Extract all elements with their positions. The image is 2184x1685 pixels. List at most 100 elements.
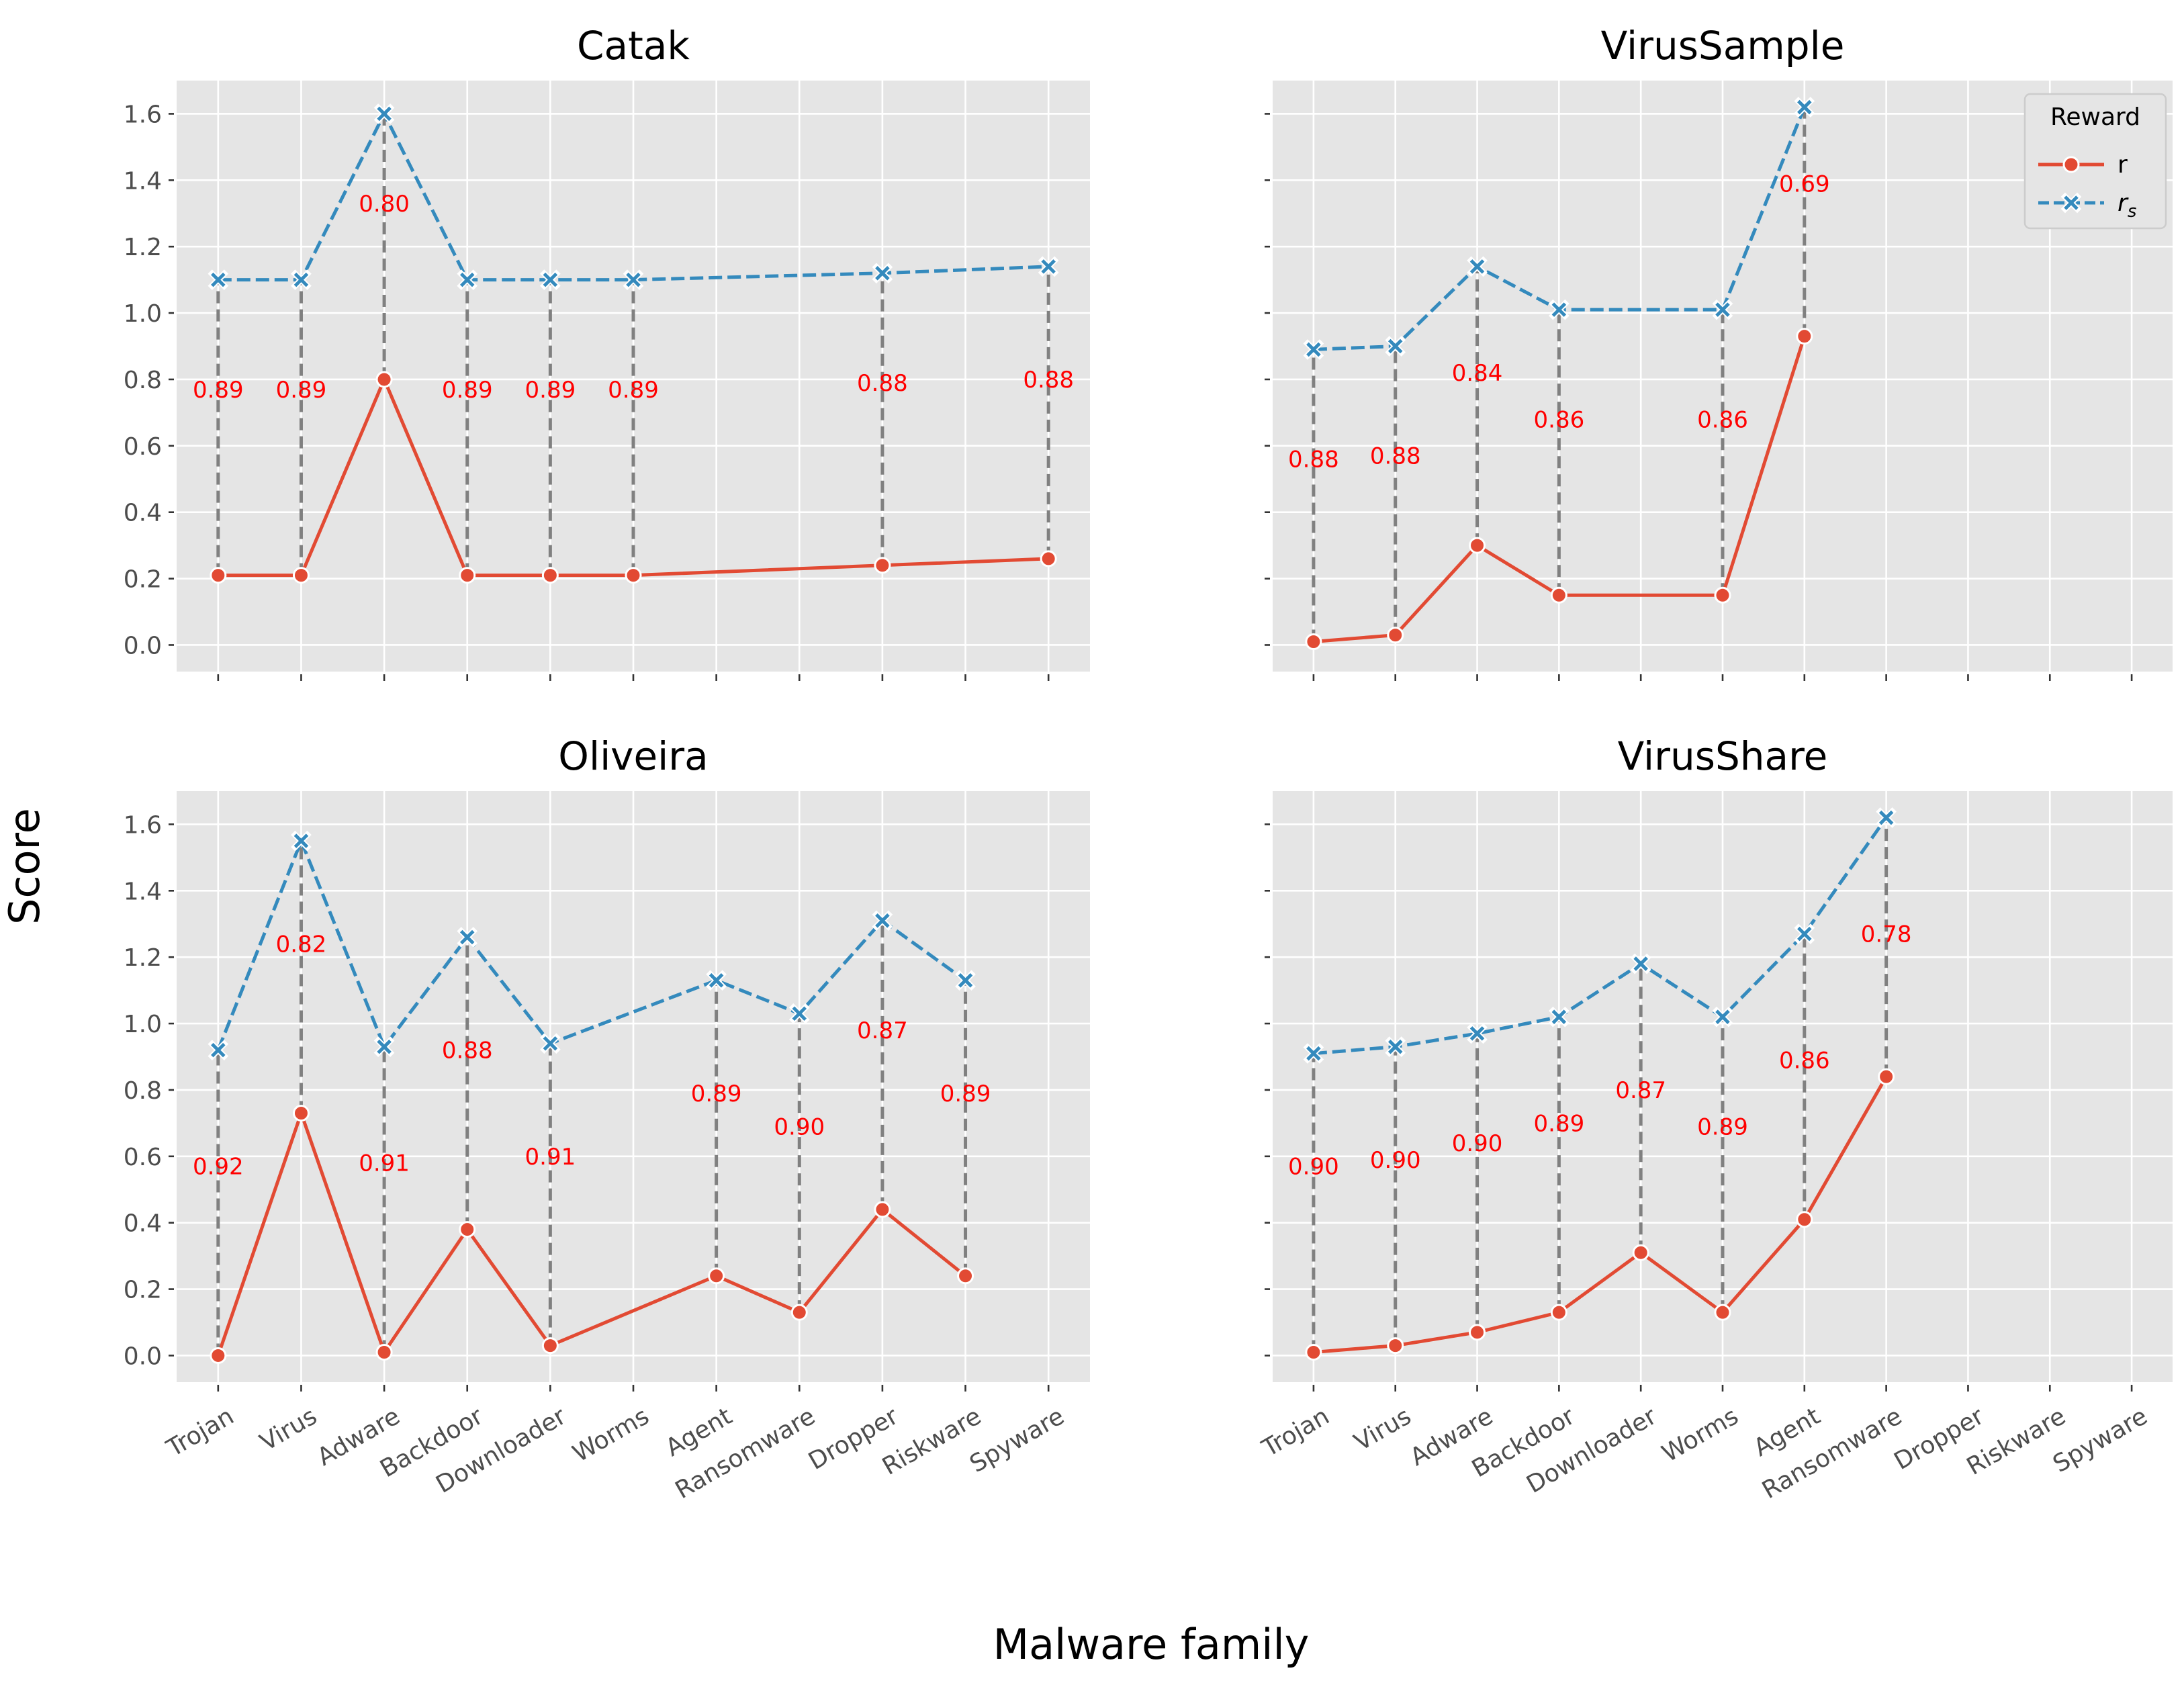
y-tick-label: 1.6 bbox=[124, 811, 162, 839]
rs-point bbox=[291, 830, 312, 852]
r-point bbox=[957, 1267, 974, 1285]
ratio-label: 0.91 bbox=[359, 1150, 410, 1177]
r-point bbox=[1387, 627, 1404, 644]
rs-point bbox=[1385, 336, 1406, 357]
rs-point bbox=[1467, 256, 1488, 277]
legend-frame bbox=[2023, 93, 2167, 230]
ratio-label: 0.88 bbox=[442, 1038, 493, 1064]
r-point bbox=[625, 567, 642, 584]
r-point bbox=[375, 371, 393, 388]
rs-point bbox=[1385, 1036, 1406, 1058]
ratio-label: 0.82 bbox=[276, 931, 327, 958]
r-point bbox=[1550, 586, 1567, 604]
r-point bbox=[1469, 1324, 1486, 1341]
r-point bbox=[1305, 1344, 1322, 1361]
panel-title: VirusSample bbox=[1601, 23, 1845, 69]
panel-catak: 0.0 0.2 0.4 0.6 0.8 1.0 1.2 1.4 1.6 Catak 0.89 0.89… bbox=[124, 23, 1090, 681]
rs-point bbox=[208, 1040, 229, 1060]
r-point bbox=[708, 1267, 725, 1285]
rs-point bbox=[955, 970, 976, 991]
y-tick-label: 0.0 bbox=[124, 1342, 162, 1370]
rs-point bbox=[1794, 923, 1815, 944]
ratio-label: 0.89 bbox=[276, 377, 327, 404]
r-point bbox=[459, 567, 476, 584]
ratio-label: 0.86 bbox=[1697, 406, 1748, 433]
rs-point bbox=[872, 263, 893, 284]
ratio-label: 0.90 bbox=[1288, 1154, 1339, 1181]
y-tick-label: 1.6 bbox=[124, 101, 162, 128]
ratio-label: 0.89 bbox=[691, 1081, 742, 1107]
x-tick-label: Worms bbox=[1657, 1402, 1743, 1467]
y-tick-label: 0.6 bbox=[124, 1144, 162, 1171]
r-point bbox=[1714, 586, 1731, 604]
rs-point bbox=[1712, 1006, 1733, 1028]
series-line-rs bbox=[218, 109, 1049, 282]
panel-title: Oliveira bbox=[558, 733, 708, 779]
x-tick-label: Ransomware bbox=[1758, 1402, 1907, 1504]
x-tick-label: Virus bbox=[255, 1402, 322, 1457]
x-tick-label: Trojan bbox=[162, 1402, 239, 1463]
rs-point bbox=[373, 1036, 395, 1058]
r-point bbox=[1305, 633, 1322, 651]
r-point bbox=[1796, 328, 1813, 345]
y-axis-title: Score bbox=[0, 808, 49, 925]
legend-marker-rs bbox=[2060, 192, 2082, 214]
rs-point bbox=[291, 269, 312, 290]
r-point bbox=[1714, 1304, 1731, 1321]
ratio-label: 0.89 bbox=[1534, 1110, 1585, 1137]
y-tick-label: 0.4 bbox=[124, 1210, 162, 1238]
ratio-label: 0.90 bbox=[774, 1113, 825, 1140]
ratio-label: 0.87 bbox=[1615, 1077, 1666, 1104]
r-point bbox=[210, 1347, 227, 1364]
r-point bbox=[375, 1344, 393, 1361]
y-tick-label: 1.2 bbox=[124, 234, 162, 261]
series-line-r bbox=[218, 375, 1049, 578]
legend-label-rs-subscript: s bbox=[2128, 201, 2137, 222]
ratio-label: 0.91 bbox=[525, 1144, 576, 1171]
rs-point bbox=[1548, 299, 1569, 320]
ratio-label: 0.86 bbox=[1779, 1047, 1830, 1074]
ratio-label: 0.84 bbox=[1452, 360, 1503, 387]
r-point bbox=[790, 1304, 808, 1321]
rs-point bbox=[788, 1003, 810, 1024]
rs-point bbox=[1794, 97, 1815, 118]
y-tick-label: 0.6 bbox=[124, 433, 162, 461]
y-tick-label: 0.0 bbox=[124, 632, 162, 659]
rs-point bbox=[457, 927, 478, 948]
x-tick-label: Ransomware bbox=[671, 1402, 820, 1504]
x-tick-label: Spyware bbox=[965, 1402, 1068, 1478]
ratio-label: 0.80 bbox=[359, 191, 410, 218]
x-tick-label: Trojan bbox=[1257, 1402, 1334, 1463]
ratio-label: 0.89 bbox=[525, 377, 576, 404]
ratio-label: 0.89 bbox=[608, 377, 659, 404]
ratio-label: 0.86 bbox=[1534, 406, 1585, 433]
y-tick-label: 0.8 bbox=[124, 1077, 162, 1105]
rs-point bbox=[1303, 339, 1324, 360]
ratio-label: 0.88 bbox=[1370, 443, 1421, 470]
ratio-label: 0.90 bbox=[1452, 1130, 1503, 1157]
ratio-label: 0.69 bbox=[1779, 171, 1830, 197]
r-point bbox=[541, 567, 559, 584]
ratio-label: 0.78 bbox=[1861, 921, 1912, 948]
ratio-label: 0.90 bbox=[1370, 1147, 1421, 1174]
rs-point bbox=[706, 970, 727, 991]
r-point bbox=[1796, 1211, 1813, 1228]
ratio-label: 0.88 bbox=[857, 370, 908, 397]
ratio-label: 0.89 bbox=[1697, 1113, 1748, 1140]
y-tick-label: 1.0 bbox=[124, 1011, 162, 1038]
rs-point bbox=[1303, 1043, 1324, 1064]
ratio-label: 0.92 bbox=[193, 1154, 244, 1181]
y-tick-label: 1.0 bbox=[124, 300, 162, 328]
panel-title: VirusShare bbox=[1618, 733, 1828, 779]
r-point bbox=[210, 567, 227, 584]
panel-title: Catak bbox=[577, 23, 690, 69]
panel-virussample: VirusSample 0.88 0.88 0.84 0.86 0.86 0.69 Rewar… bbox=[1265, 23, 2173, 681]
panel-virusshare: Trojan VirusAdwareBackdoorDownloaderWorms… bbox=[1257, 733, 2173, 1504]
r-point bbox=[1469, 537, 1486, 554]
r-point bbox=[292, 567, 310, 584]
r-point bbox=[541, 1337, 559, 1355]
r-point bbox=[1550, 1304, 1567, 1321]
r-point bbox=[1632, 1244, 1649, 1261]
rs-point bbox=[623, 269, 644, 290]
